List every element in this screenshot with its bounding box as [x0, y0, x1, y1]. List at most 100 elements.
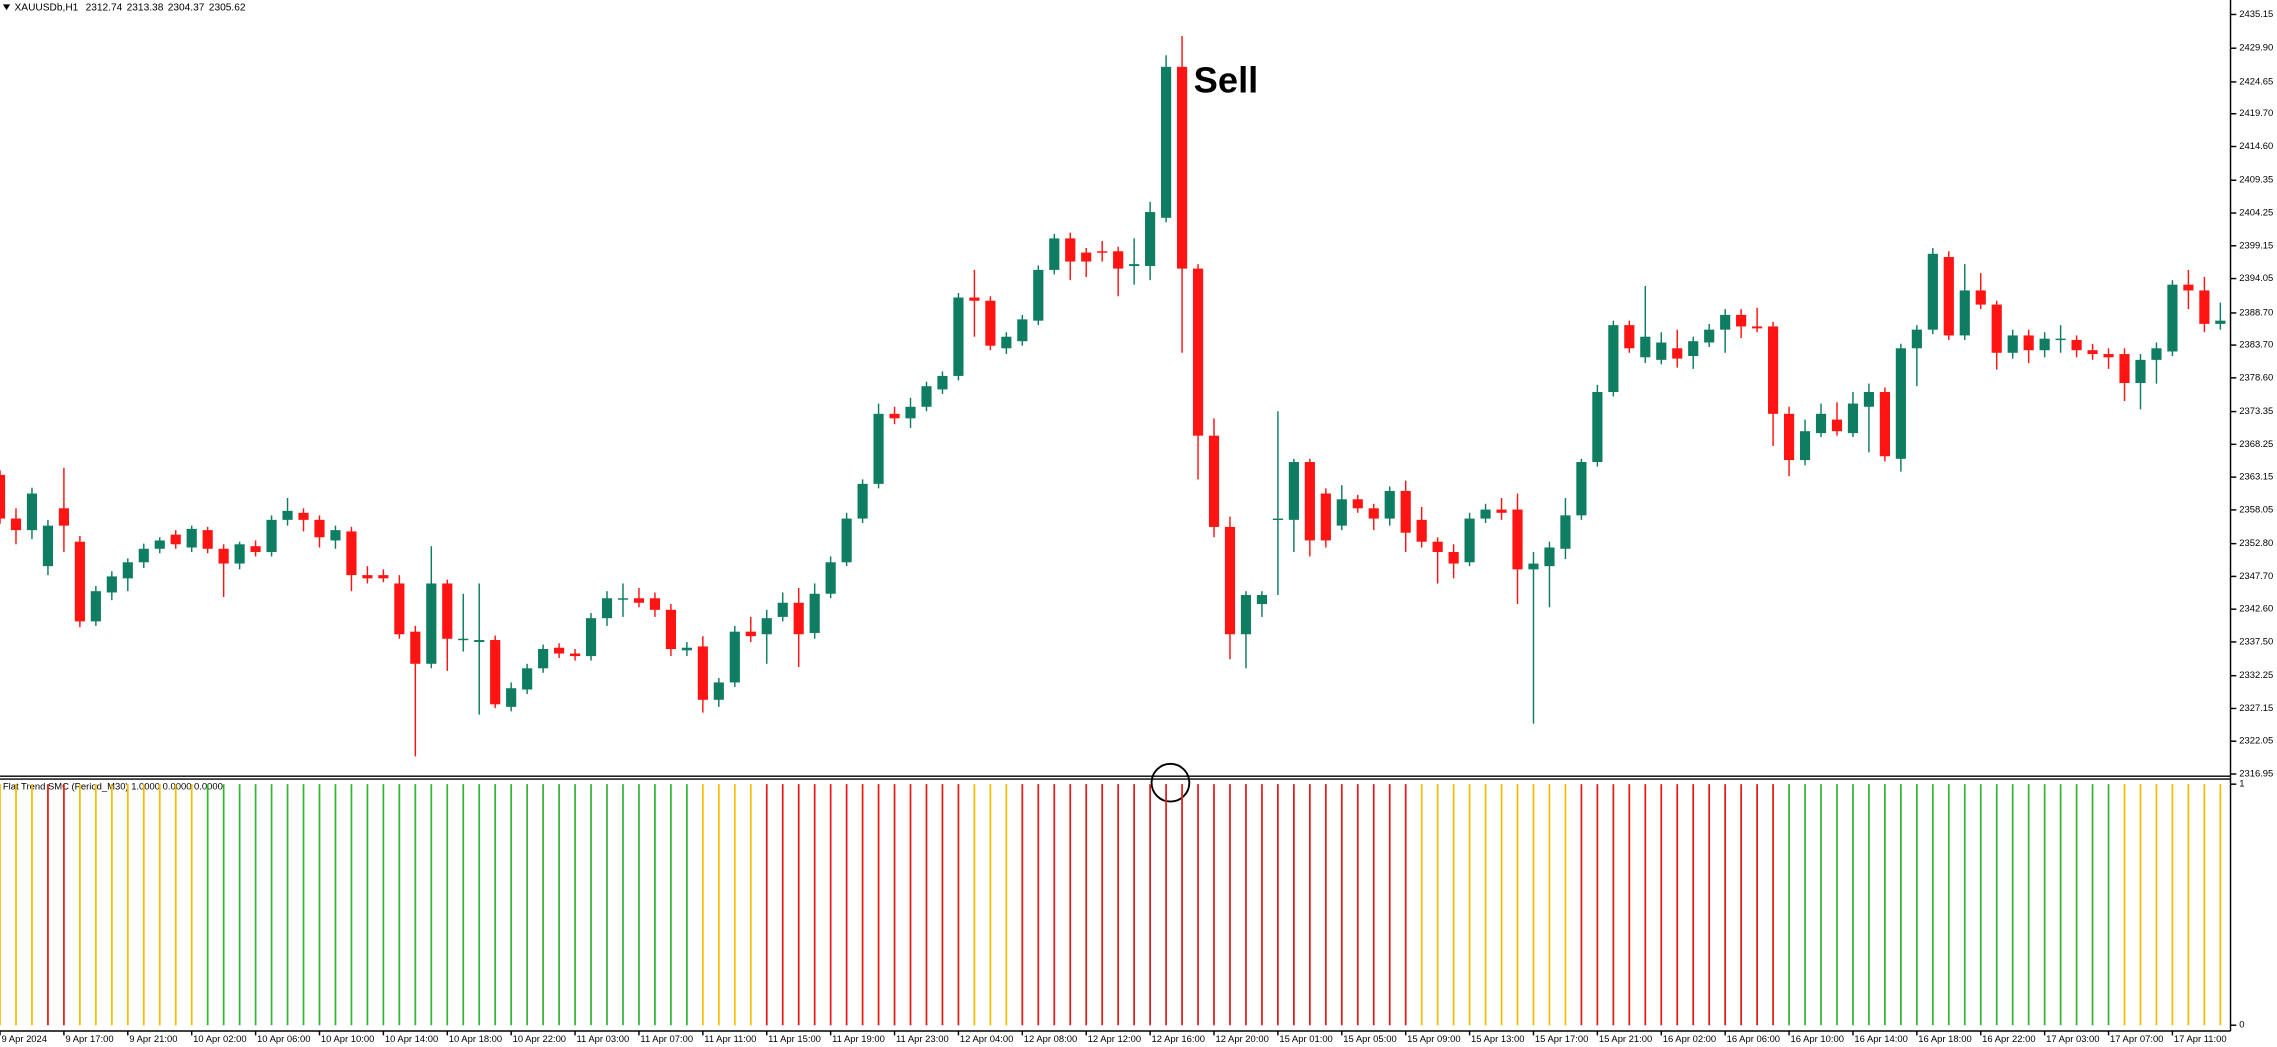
candle-body — [538, 649, 549, 669]
candle-body — [1224, 526, 1236, 635]
candle-body — [1656, 342, 1667, 360]
candle-body — [1544, 547, 1555, 567]
sell-annotation: Sell — [1194, 59, 1259, 100]
candle-body — [1847, 403, 1859, 434]
header: XAUUSDb,H1 2312.74 2313.38 2304.37 2305.62 — [15, 2, 246, 13]
candle-body — [1384, 490, 1395, 519]
candle-body — [1991, 304, 2002, 353]
candle-body — [1528, 563, 1539, 570]
x-tick-label: 9 Apr 21:00 — [129, 1033, 177, 1044]
candle-body — [1432, 541, 1443, 552]
candle-body — [1017, 319, 1028, 342]
candle-body — [713, 682, 724, 700]
y-tick-label: 2363.15 — [2239, 471, 2273, 482]
y-tick-label: 2342.60 — [2239, 603, 2273, 614]
x-tick-label: 10 Apr 06:00 — [257, 1033, 310, 1044]
x-tick-label: 15 Apr 17:00 — [1535, 1033, 1588, 1044]
candle-body — [122, 562, 133, 579]
x-tick-label: 12 Apr 12:00 — [1088, 1033, 1141, 1044]
x-tick-label: 11 Apr 15:00 — [768, 1033, 821, 1044]
candle-body — [330, 530, 341, 541]
y-tick-label: 2404.25 — [2239, 207, 2273, 218]
candle-body — [905, 406, 916, 419]
candle-body — [649, 598, 661, 610]
candle-body — [234, 544, 245, 564]
x-tick-label: 11 Apr 19:00 — [832, 1033, 885, 1044]
y-tick-label: 2429.90 — [2239, 42, 2273, 53]
candle-body — [1416, 519, 1427, 542]
y-tick-label: 2435.15 — [2239, 8, 2273, 19]
candle-body — [1480, 509, 1491, 519]
candle-body — [1240, 595, 1252, 635]
candle-body — [1815, 413, 1827, 434]
candle-body — [1113, 251, 1124, 269]
candle-body — [1704, 329, 1715, 343]
candle-body — [58, 508, 69, 526]
candle-body — [889, 413, 900, 419]
candle-body — [506, 688, 517, 707]
y-tick-label: 2378.60 — [2239, 371, 2273, 382]
candle-body — [490, 640, 501, 705]
x-tick-label: 16 Apr 06:00 — [1727, 1033, 1780, 1044]
candle-body — [522, 668, 533, 690]
y-tick-label: 2383.70 — [2239, 339, 2273, 350]
y-tick-label: 2424.65 — [2239, 75, 2273, 86]
y-tick-label: 2316.95 — [2239, 767, 2273, 778]
x-tick-label: 17 Apr 03:00 — [2046, 1033, 2099, 1044]
y-tick-label: 2332.25 — [2239, 669, 2273, 680]
symbol: XAUUSDb,H1 — [15, 2, 79, 13]
candle-body — [1081, 252, 1092, 262]
candle-body — [218, 548, 229, 564]
candle-body — [1752, 326, 1763, 329]
candle-body — [1192, 268, 1204, 436]
candle-body — [1927, 253, 1938, 330]
x-tick-label: 16 Apr 18:00 — [1918, 1033, 1971, 1044]
candle-body — [1400, 490, 1411, 533]
candle-body — [282, 510, 293, 520]
candle-body — [1799, 431, 1811, 461]
candle-body — [1624, 325, 1635, 349]
x-tick-label: 11 Apr 23:00 — [896, 1033, 949, 1044]
header-value: 2305.62 — [209, 2, 246, 13]
candle-body — [378, 575, 389, 579]
candle-body — [1256, 595, 1268, 605]
y-tick-label: 2327.15 — [2239, 702, 2273, 713]
candle-body — [2039, 338, 2050, 351]
candle-body — [1608, 325, 1619, 392]
candle-body — [601, 598, 613, 619]
x-tick-label: 16 Apr 10:00 — [1791, 1033, 1844, 1044]
candle-body — [745, 631, 756, 637]
candle-body — [1512, 509, 1523, 570]
candle-body — [26, 493, 38, 531]
candle-body — [921, 386, 932, 407]
candle-body — [1145, 212, 1156, 267]
candle-body — [985, 300, 996, 346]
x-tick-label: 12 Apr 08:00 — [1024, 1033, 1077, 1044]
candle-body — [1592, 391, 1603, 463]
y-tick-label: 2414.60 — [2239, 140, 2273, 151]
y-tick-label: 2322.05 — [2239, 735, 2273, 746]
x-tick-label: 11 Apr 11:00 — [704, 1033, 756, 1044]
dropdown-icon[interactable] — [2, 4, 11, 11]
candle-body — [1320, 493, 1331, 541]
candle-body — [554, 647, 565, 654]
candle-body — [1304, 462, 1315, 541]
candle-body — [2215, 320, 2226, 324]
candle-body — [410, 631, 421, 664]
candle-body — [362, 575, 373, 579]
candle-body — [825, 562, 836, 594]
candle-body — [2119, 354, 2130, 383]
x-tick-label: 15 Apr 05:00 — [1343, 1033, 1396, 1044]
y-tick-label: 2347.70 — [2239, 570, 2273, 581]
candle-body — [2055, 338, 2066, 341]
candle-body — [633, 598, 645, 603]
candle-body — [1560, 515, 1571, 549]
candle-body — [697, 646, 708, 700]
candle-body — [1783, 413, 1795, 461]
x-tick-label: 16 Apr 02:00 — [1663, 1033, 1716, 1044]
candle-body — [2071, 339, 2082, 351]
candle-body — [969, 297, 980, 301]
header-value: 2312.74 — [86, 2, 123, 13]
candle-body — [426, 583, 437, 664]
